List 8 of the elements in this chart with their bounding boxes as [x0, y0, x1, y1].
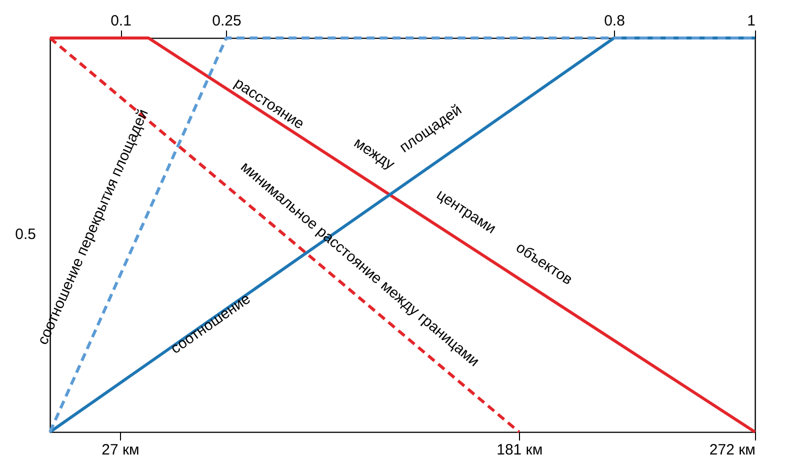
x2-tick-label: 1 — [747, 12, 756, 30]
x2-tick-label: 0.25 — [212, 12, 242, 30]
x-tick-label: 181 км — [496, 442, 543, 456]
text: 0.5 — [15, 226, 36, 243]
x2-tick-label: 0.8 — [604, 12, 625, 30]
x2-tick-label: 0.1 — [110, 12, 132, 30]
x-tick-label: 272 км — [709, 442, 756, 456]
x-tick-label: 27 км — [102, 442, 140, 456]
